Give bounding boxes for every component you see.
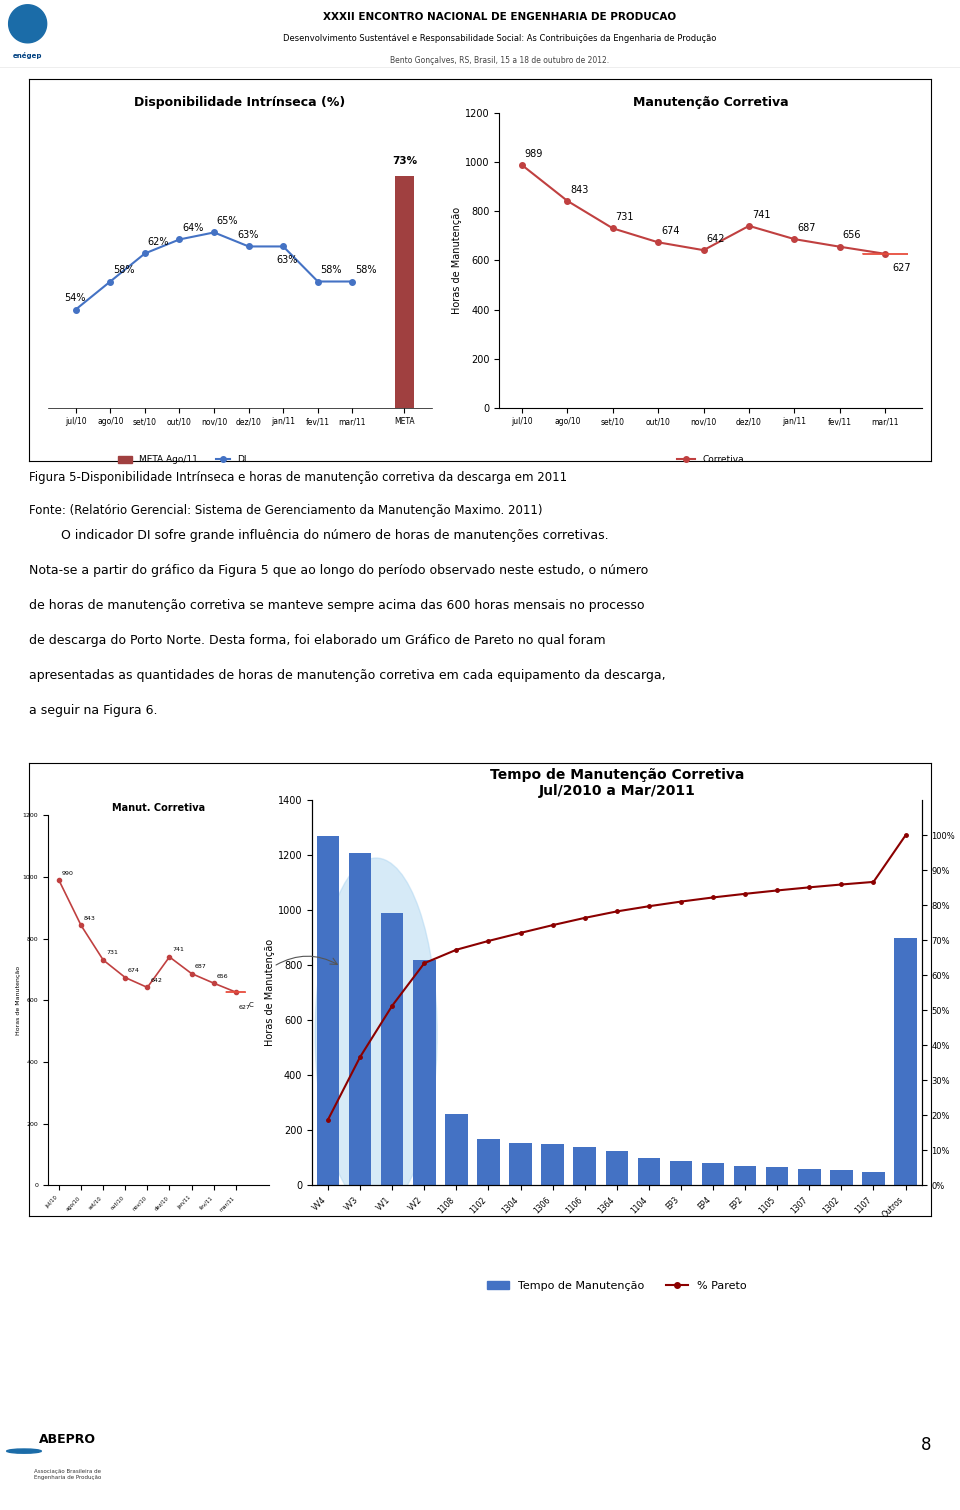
Text: 54%: 54% xyxy=(64,293,86,304)
Bar xyxy=(381,914,403,1185)
Text: 741: 741 xyxy=(172,947,184,953)
Text: 642: 642 xyxy=(150,978,162,983)
Text: apresentadas as quantidades de horas de manutenção corretiva em cada equipamento: apresentadas as quantidades de horas de … xyxy=(29,669,665,683)
Y-axis label: Horas de Manutenção: Horas de Manutenção xyxy=(265,939,275,1046)
Bar xyxy=(510,1143,532,1185)
Text: 656: 656 xyxy=(843,231,861,240)
Text: Associação Brasileira de
Engenharia de Produção: Associação Brasileira de Engenharia de P… xyxy=(34,1469,101,1480)
Text: 627: 627 xyxy=(892,263,911,272)
Text: 741: 741 xyxy=(752,210,770,219)
Bar xyxy=(733,1166,756,1185)
Text: 990: 990 xyxy=(61,871,74,876)
Legend: META Ago/11, DI: META Ago/11, DI xyxy=(115,451,250,468)
Title: Disponibilidade Intrínseca (%): Disponibilidade Intrínseca (%) xyxy=(134,97,346,109)
Bar xyxy=(348,853,372,1185)
Text: 731: 731 xyxy=(106,950,118,956)
Text: 64%: 64% xyxy=(182,223,204,233)
Text: 687: 687 xyxy=(194,963,206,969)
Text: 63%: 63% xyxy=(276,255,298,266)
Y-axis label: Horas de Manutenção: Horas de Manutenção xyxy=(452,207,462,314)
Title: Manut. Corretiva: Manut. Corretiva xyxy=(111,803,205,814)
Bar xyxy=(766,1167,788,1185)
Text: 62%: 62% xyxy=(148,237,169,248)
Polygon shape xyxy=(9,5,47,42)
Text: 58%: 58% xyxy=(113,266,134,275)
Text: XXXII ENCONTRO NACIONAL DE ENGENHARIA DE PRODUCAO: XXXII ENCONTRO NACIONAL DE ENGENHARIA DE… xyxy=(323,12,676,23)
Text: a seguir na Figura 6.: a seguir na Figura 6. xyxy=(29,704,157,717)
Text: 687: 687 xyxy=(797,223,816,233)
Bar xyxy=(541,1145,564,1185)
Text: 65%: 65% xyxy=(217,216,238,226)
Text: 58%: 58% xyxy=(321,266,342,275)
Bar xyxy=(895,938,917,1185)
Text: 731: 731 xyxy=(615,211,634,222)
Text: Figura 5-Disponibilidade Intrínseca e horas de manutenção corretiva da descarga : Figura 5-Disponibilidade Intrínseca e ho… xyxy=(29,471,567,483)
Title: Tempo de Manutenção Corretiva
Jul/2010 a Mar/2011: Tempo de Manutenção Corretiva Jul/2010 a… xyxy=(490,767,744,797)
Text: de horas de manutenção corretiva se manteve sempre acima das 600 horas mensais n: de horas de manutenção corretiva se mant… xyxy=(29,599,644,612)
Text: 674: 674 xyxy=(660,226,680,236)
Bar xyxy=(477,1139,500,1185)
Text: C: C xyxy=(249,1003,253,1009)
Text: O indicador DI sofre grande influência do número de horas de manutenções correti: O indicador DI sofre grande influência d… xyxy=(29,528,609,542)
Bar xyxy=(637,1158,660,1185)
Legend: Tempo de Manutenção, % Pareto: Tempo de Manutenção, % Pareto xyxy=(482,1276,752,1296)
Bar xyxy=(702,1163,724,1185)
Text: enégep: enégep xyxy=(12,53,42,59)
Ellipse shape xyxy=(315,858,437,1210)
Text: 656: 656 xyxy=(216,974,228,978)
Text: 674: 674 xyxy=(128,968,140,972)
Text: 843: 843 xyxy=(84,917,96,921)
Text: de descarga do Porto Norte. Desta forma, foi elaborado um Gráfico de Pareto no q: de descarga do Porto Norte. Desta forma,… xyxy=(29,634,606,646)
Text: 642: 642 xyxy=(707,234,725,243)
Title: Manutenção Corretiva: Manutenção Corretiva xyxy=(633,97,788,109)
Bar xyxy=(317,837,339,1185)
Bar xyxy=(445,1114,468,1185)
Text: 843: 843 xyxy=(570,184,588,195)
Bar xyxy=(670,1161,692,1185)
Bar xyxy=(830,1170,852,1185)
Text: Bento Gonçalves, RS, Brasil, 15 a 18 de outubro de 2012.: Bento Gonçalves, RS, Brasil, 15 a 18 de … xyxy=(390,56,609,65)
Text: 63%: 63% xyxy=(237,230,259,240)
Y-axis label: Horas de Manutenção: Horas de Manutenção xyxy=(16,966,21,1034)
Bar xyxy=(862,1172,885,1185)
Text: Fonte: (Relatório Gerencial: Sistema de Gerenciamento da Manutenção Maximo. 2011: Fonte: (Relatório Gerencial: Sistema de … xyxy=(29,504,542,516)
Text: Nota-se a partir do gráfico da Figura 5 que ao longo do período observado neste : Nota-se a partir do gráfico da Figura 5 … xyxy=(29,563,648,577)
Bar xyxy=(606,1151,628,1185)
Legend: Corretiva: Corretiva xyxy=(673,451,748,468)
Text: 8: 8 xyxy=(921,1436,931,1454)
Text: 627: 627 xyxy=(238,1004,251,1010)
Text: 73%: 73% xyxy=(392,156,417,166)
Bar xyxy=(798,1169,821,1185)
Bar xyxy=(413,960,436,1185)
Text: Desenvolvimento Sustentável e Responsabilidade Social: As Contribuições da Engen: Desenvolvimento Sustentável e Responsabi… xyxy=(282,33,716,42)
Bar xyxy=(573,1148,596,1185)
Text: 58%: 58% xyxy=(355,266,376,275)
Text: ABEPRO: ABEPRO xyxy=(38,1433,96,1447)
Text: 989: 989 xyxy=(525,148,543,159)
Bar xyxy=(395,177,414,689)
Circle shape xyxy=(7,1450,41,1453)
